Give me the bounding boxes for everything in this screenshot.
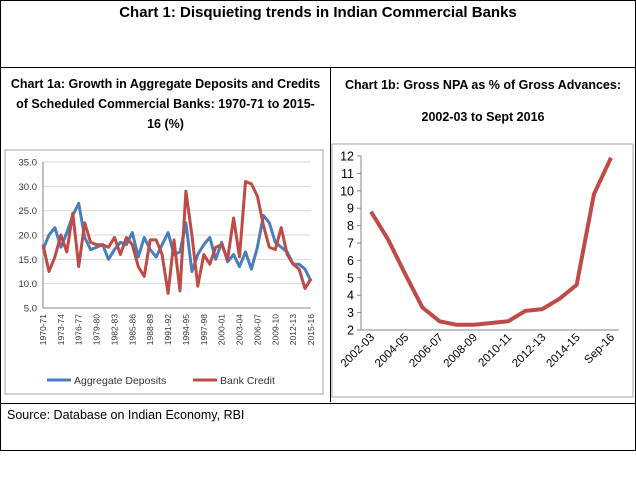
- y-tick-label: 4: [347, 289, 354, 303]
- series-line: [369, 156, 613, 327]
- chart-1b-area: [331, 143, 634, 398]
- x-tick-label: 1976-77: [74, 314, 84, 345]
- series-line: [41, 180, 313, 295]
- y-tick-label: 12: [340, 150, 354, 164]
- y-tick-label: 5.0: [24, 304, 37, 315]
- panel-chart-1b: Chart 1b: Gross NPA as % of Gross Advanc…: [331, 68, 635, 402]
- y-tick-label: 15.0: [19, 255, 38, 266]
- x-tick-label: 1979-80: [92, 314, 102, 345]
- x-tick-label: 1982-83: [109, 314, 119, 345]
- x-tick-label: 2009-10: [270, 314, 280, 345]
- x-tick-label: 1991-92: [163, 314, 173, 345]
- y-tick-label: 35.0: [19, 158, 38, 169]
- y-tick-label: 8: [347, 219, 354, 233]
- x-tick-label: 1973-74: [56, 314, 66, 345]
- y-tick-label: 3: [347, 306, 354, 320]
- y-tick-label: 7: [347, 237, 354, 251]
- x-tick-label: 2006-07: [252, 314, 262, 345]
- y-tick-label: 25.0: [19, 206, 38, 217]
- y-tick-label: 2: [347, 324, 354, 338]
- title-row: Chart 1: Disquieting trends in Indian Co…: [1, 1, 635, 68]
- y-tick-label: 6: [347, 254, 354, 268]
- chart-1a-title: Chart 1a: Growth in Aggregate Deposits a…: [1, 74, 330, 134]
- chart-1a-title-line: Chart 1a: Growth in Aggregate Deposits a…: [10, 77, 321, 91]
- x-tick-label: 2012-13: [288, 314, 298, 345]
- x-tick-label: 2003-04: [235, 314, 245, 345]
- main-title: Chart 1: Disquieting trends in Indian Co…: [119, 4, 517, 21]
- chart-1b-title-line: Chart 1b: Gross NPA as % of Gross Advanc…: [344, 78, 621, 92]
- x-tick-label: 1985-86: [127, 314, 137, 345]
- source-note: Source: Database on Indian Economy, RBI: [7, 408, 245, 422]
- chart-1a-svg: 5.0 10.0 15.0 20.0 25.0 30.0 35.0 1970-71 1973-…: [4, 149, 324, 395]
- chart-1a-title-line: 16 (%): [147, 117, 184, 131]
- y-tick-label: 20.0: [19, 231, 38, 242]
- y-tick-label: 10.0: [19, 279, 38, 290]
- x-tick-label: 1970-71: [38, 314, 48, 345]
- y-tick-label: 10: [340, 184, 354, 198]
- figure-frame: Chart 1: Disquieting trends in Indian Co…: [0, 0, 636, 451]
- x-tick-label: 2015-16: [306, 314, 316, 345]
- source-row: Source: Database on Indian Economy, RBI: [1, 403, 635, 451]
- chart-1b-title-line: 2002-03 to Sept 2016: [421, 110, 545, 124]
- x-tick-label: 2000-01: [217, 314, 227, 345]
- x-tick-label: 1988-89: [145, 314, 155, 345]
- x-tick-label: 1997-98: [199, 314, 209, 345]
- y-tick-label: 9: [347, 202, 354, 216]
- y-tick-label: 11: [341, 167, 354, 181]
- x-tick-label: 1994-95: [181, 314, 191, 345]
- chart-1a-title-line: of Scheduled Commercial Banks: 1970-71 t…: [16, 97, 315, 111]
- panel-chart-1a: Chart 1a: Growth in Aggregate Deposits a…: [1, 68, 331, 402]
- y-tick-label: 5: [347, 271, 354, 285]
- legend-label: Bank Credit: [220, 375, 275, 387]
- legend-label: Aggregate Deposits: [74, 375, 166, 387]
- y-tick-label: 30.0: [19, 182, 38, 193]
